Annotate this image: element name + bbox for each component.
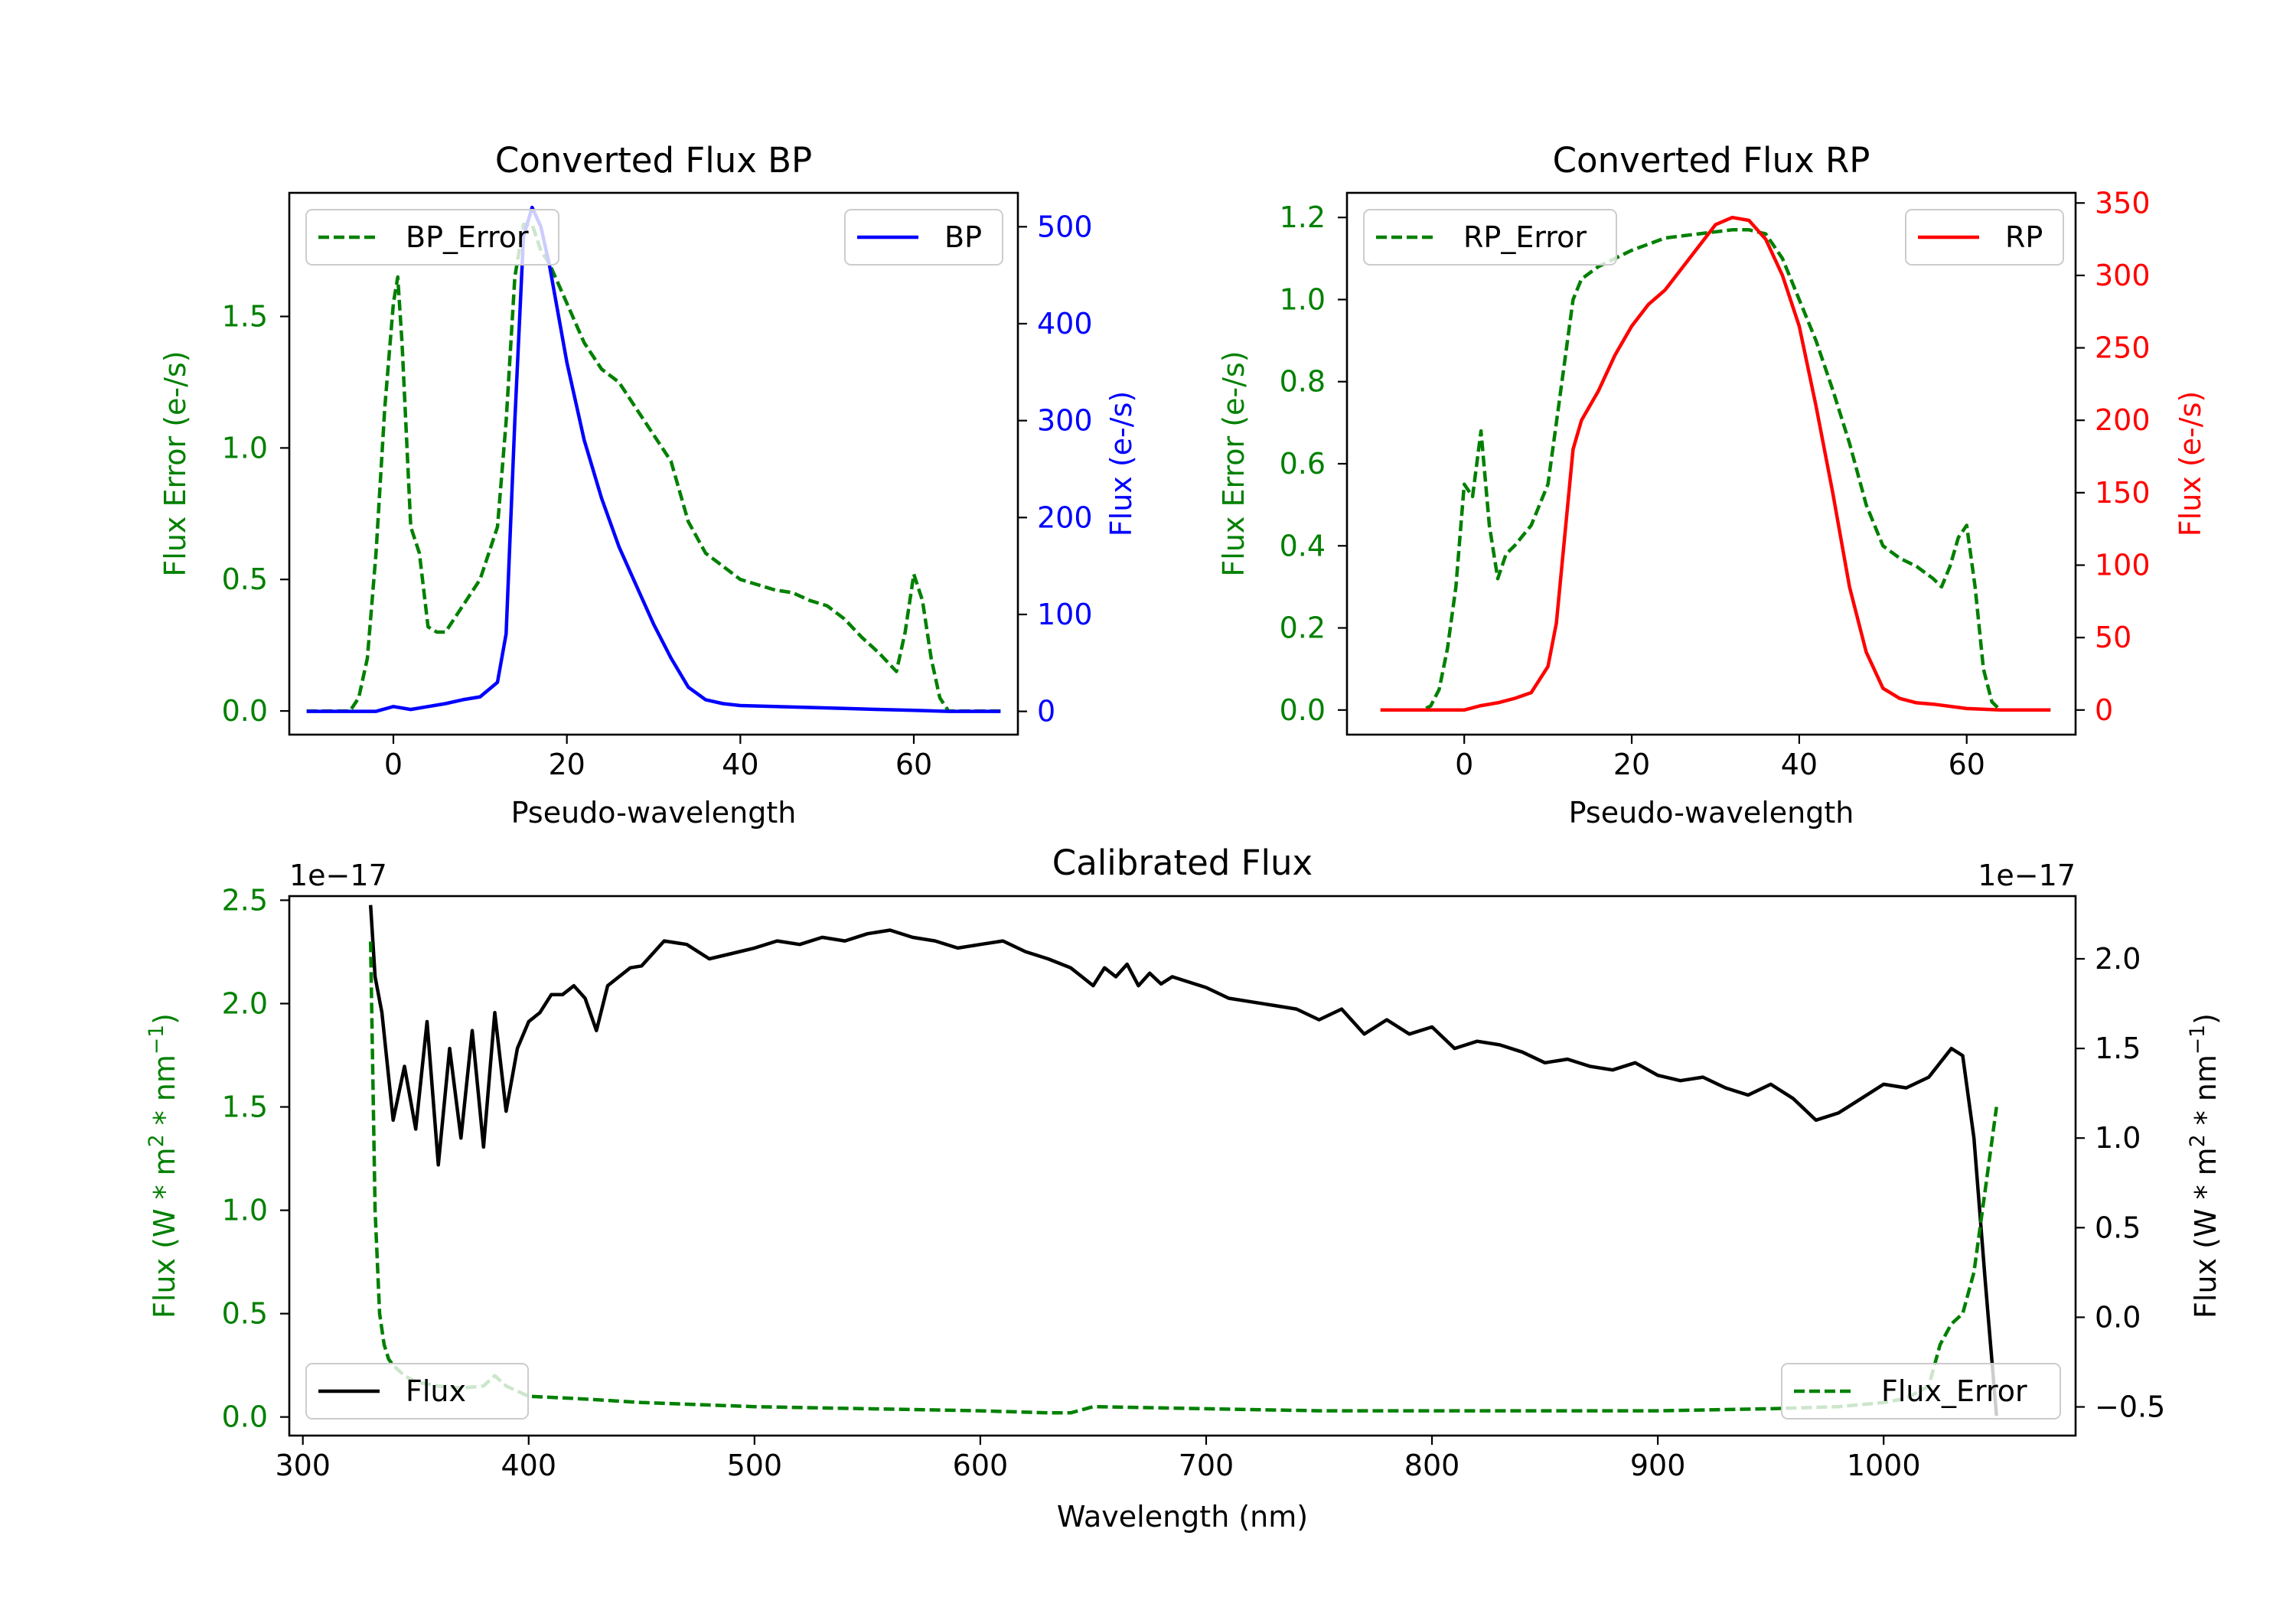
legend-rp: RP <box>1905 209 2064 266</box>
y-left-tick-label: 0.4 <box>1280 529 1326 562</box>
y-left-tick-label: 0.0 <box>222 694 268 728</box>
y-left-axis-label: Flux (W * m2 * nm−1) <box>145 1013 182 1319</box>
chart-title: Converted Flux RP <box>1553 140 1870 181</box>
y-right-tick-label: 2.0 <box>2095 942 2141 976</box>
chart-title: Converted Flux BP <box>495 140 812 181</box>
y-left-tick-label: 1.5 <box>222 1090 268 1124</box>
y-left-tick-label: 1.0 <box>222 431 268 464</box>
x-tick-label: 600 <box>953 1449 1009 1482</box>
y-right-tick-label: 0.0 <box>2095 1300 2141 1334</box>
y-left-tick-label: 0.2 <box>1280 611 1326 645</box>
y-left-tick-label: 0.0 <box>1280 693 1326 727</box>
y-left-tick-label: 2.5 <box>222 883 268 917</box>
legend-flux-error: Flux_Error <box>1781 1363 2061 1420</box>
y-right-tick-label: 0.5 <box>2095 1211 2141 1244</box>
legend-box <box>1363 209 1617 266</box>
x-tick-label: 700 <box>1179 1449 1234 1482</box>
x-tick-label: 40 <box>722 748 758 781</box>
series-line-flux <box>368 905 1998 1416</box>
legend-label: BP_Error <box>406 220 529 254</box>
legend-box <box>1905 209 2064 266</box>
y-left-tick-label: 0.6 <box>1280 447 1326 481</box>
y-left-tick-label: 0.8 <box>1280 365 1326 399</box>
panel-converted-flux-rp: Converted Flux RP 0 20 40 60 0.0 0.2 0.4 0.6 0.8 1… <box>1217 140 2207 830</box>
x-tick-label: 500 <box>727 1449 783 1482</box>
legend-box <box>1781 1363 2061 1420</box>
y-right-tick-label: 100 <box>1037 598 1093 631</box>
y-right-tick-label: 400 <box>1037 307 1093 341</box>
x-tick-label: 400 <box>501 1449 557 1482</box>
legend-label: BP <box>944 220 982 254</box>
y-left-axis-label: Flux Error (e-/s) <box>158 350 192 576</box>
series-line-bp <box>306 205 1001 713</box>
y-left-tick-label: 1.0 <box>222 1194 268 1227</box>
x-axis-label: Wavelength (nm) <box>1057 1500 1308 1534</box>
y-left-tick-label: 1.5 <box>222 300 268 334</box>
x-tick-label: 900 <box>1630 1449 1686 1482</box>
y-right-axis-label: Flux (e-/s) <box>1104 391 1138 536</box>
legend-box <box>844 209 1003 266</box>
axes-frame <box>288 191 1019 736</box>
panel-converted-flux-bp: Converted Flux BP 0 20 40 60 0.0 0.5 1.0 1.5 0 100… <box>158 140 1138 830</box>
y-right-tick-label: 300 <box>2095 259 2151 292</box>
y-right-tick-label: 1.0 <box>2095 1121 2141 1155</box>
x-axis-label: Pseudo-wavelength <box>511 796 797 830</box>
y-right-tick-label: −0.5 <box>2095 1390 2165 1424</box>
y-right-tick-label: 0 <box>2095 693 2113 727</box>
legend-box <box>305 209 559 266</box>
x-tick-label: 1000 <box>1847 1449 1921 1482</box>
legend-label: RP <box>2005 220 2043 254</box>
y-right-offset-text: 1e−17 <box>1978 859 2076 892</box>
panel-calibrated-flux: Calibrated Flux 300 400 500 600 700 800 900 1000… <box>145 843 2223 1534</box>
legend-bp: BP <box>844 209 1003 266</box>
legend-label: Flux_Error <box>1881 1374 2027 1408</box>
legend-rp-error: RP_Error <box>1363 209 1617 266</box>
legend-bp-error: BP_Error <box>305 209 559 266</box>
x-tick-label: 0 <box>384 748 403 781</box>
y-right-tick-label: 50 <box>2095 621 2131 654</box>
series-line-rp <box>1380 215 2051 712</box>
y-right-tick-label: 300 <box>1037 404 1093 438</box>
y-right-tick-label: 200 <box>1037 500 1093 534</box>
y-left-axis-label: Flux Error (e-/s) <box>1217 350 1251 576</box>
y-left-tick-label: 1.0 <box>1280 282 1326 316</box>
y-right-tick-label: 250 <box>2095 331 2151 365</box>
x-axis-label: Pseudo-wavelength <box>1569 796 1854 830</box>
series-line-bp-error <box>306 222 1001 713</box>
y-right-axis-label: Flux (e-/s) <box>2174 391 2207 536</box>
y-right-tick-label: 350 <box>2095 186 2151 220</box>
chart-title: Calibrated Flux <box>1052 843 1313 883</box>
axes-frame <box>288 895 2077 1437</box>
x-tick-label: 300 <box>275 1449 331 1482</box>
legend-flux: Flux <box>305 1363 529 1420</box>
legend-box <box>305 1363 529 1420</box>
x-tick-label: 40 <box>1781 748 1818 781</box>
x-tick-label: 60 <box>895 748 932 781</box>
y-left-offset-text: 1e−17 <box>289 859 387 892</box>
y-left-tick-label: 0.5 <box>222 562 268 596</box>
y-left-tick-label: 1.2 <box>1280 200 1326 234</box>
series-line-rp-error <box>1380 228 2051 712</box>
y-right-tick-label: 200 <box>2095 403 2151 437</box>
legend-label: Flux <box>406 1374 466 1408</box>
y-right-tick-label: 500 <box>1037 210 1093 243</box>
y-right-axis-label: Flux (W * m2 * nm−1) <box>2186 1013 2223 1319</box>
x-tick-label: 20 <box>548 748 585 781</box>
y-left-tick-label: 0.5 <box>222 1297 268 1331</box>
legend-label: RP_Error <box>1463 220 1587 254</box>
y-right-tick-label: 0 <box>1037 695 1055 729</box>
y-right-tick-label: 100 <box>2095 549 2151 582</box>
y-right-tick-label: 150 <box>2095 476 2151 510</box>
x-tick-label: 60 <box>1949 748 1985 781</box>
x-tick-label: 800 <box>1404 1449 1460 1482</box>
x-tick-label: 20 <box>1613 748 1650 781</box>
y-left-tick-label: 2.0 <box>222 986 268 1020</box>
x-tick-label: 0 <box>1455 748 1473 781</box>
y-left-tick-label: 0.0 <box>222 1400 268 1434</box>
y-right-tick-label: 1.5 <box>2095 1032 2141 1065</box>
